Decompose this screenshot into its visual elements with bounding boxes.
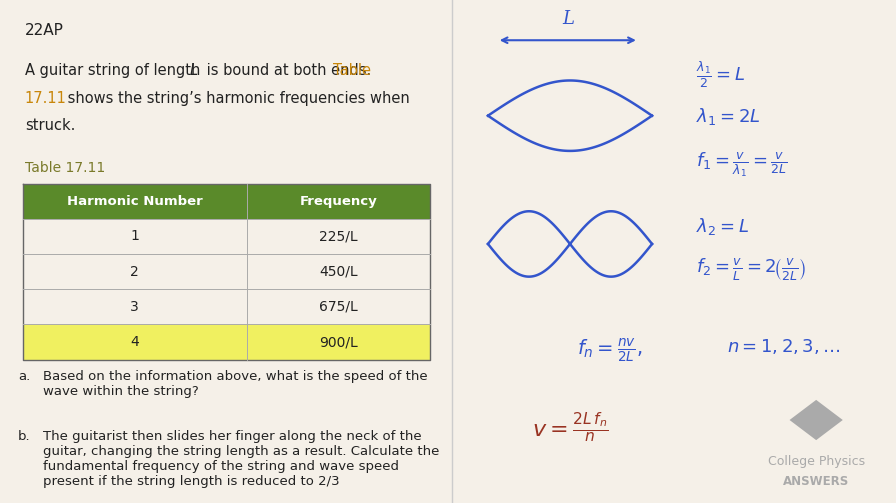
FancyBboxPatch shape: [22, 184, 430, 219]
Text: 225/L: 225/L: [319, 229, 358, 243]
Text: $\frac{\lambda_1}{2} = L$: $\frac{\lambda_1}{2} = L$: [696, 60, 745, 92]
Text: is bound at both ends.: is bound at both ends.: [202, 63, 376, 78]
FancyBboxPatch shape: [22, 219, 430, 254]
Polygon shape: [789, 400, 843, 440]
Text: $f_1 = \frac{v}{\lambda_1} = \frac{v}{2L}$: $f_1 = \frac{v}{\lambda_1} = \frac{v}{2L…: [696, 151, 788, 180]
Text: Table 17.11: Table 17.11: [25, 161, 105, 175]
Text: Table: Table: [332, 63, 371, 78]
Text: College Physics: College Physics: [768, 455, 865, 468]
Text: b.: b.: [18, 430, 30, 443]
Text: Harmonic Number: Harmonic Number: [66, 195, 202, 208]
Text: 2: 2: [130, 265, 139, 279]
Text: 4: 4: [130, 335, 139, 349]
Text: 450/L: 450/L: [319, 265, 358, 279]
Text: Frequency: Frequency: [299, 195, 377, 208]
Text: L: L: [190, 63, 198, 78]
Text: shows the string’s harmonic frequencies when: shows the string’s harmonic frequencies …: [64, 91, 410, 106]
Text: 900/L: 900/L: [319, 335, 358, 349]
Text: $n = 1, 2, 3, \ldots$: $n = 1, 2, 3, \ldots$: [728, 337, 841, 356]
Text: struck.: struck.: [25, 118, 75, 133]
Text: 22AP: 22AP: [25, 23, 64, 38]
Text: Based on the information above, what is the speed of the
wave within the string?: Based on the information above, what is …: [43, 370, 427, 398]
Text: 3: 3: [130, 300, 139, 314]
FancyBboxPatch shape: [22, 324, 430, 360]
FancyBboxPatch shape: [22, 289, 430, 324]
Text: $\lambda_2 = L$: $\lambda_2 = L$: [696, 216, 749, 237]
Text: A guitar string of length: A guitar string of length: [25, 63, 205, 78]
Text: L: L: [562, 10, 573, 28]
Text: 1: 1: [130, 229, 139, 243]
Text: $v = \frac{2L\, f_n}{n}$: $v = \frac{2L\, f_n}{n}$: [532, 410, 608, 445]
Text: $f_2 = \frac{v}{L} = 2\!\left(\frac{v}{2L}\right)$: $f_2 = \frac{v}{L} = 2\!\left(\frac{v}{2…: [696, 257, 806, 283]
Text: $f_n = \frac{nv}{2L},$: $f_n = \frac{nv}{2L},$: [577, 337, 642, 365]
Text: a.: a.: [18, 370, 30, 383]
Text: 17.11: 17.11: [25, 91, 67, 106]
Text: 675/L: 675/L: [319, 300, 358, 314]
FancyBboxPatch shape: [22, 254, 430, 289]
Text: ANSWERS: ANSWERS: [783, 475, 849, 488]
Text: $\lambda_1 = 2L$: $\lambda_1 = 2L$: [696, 106, 761, 127]
Text: The guitarist then slides her finger along the neck of the
guitar, changing the : The guitarist then slides her finger alo…: [43, 430, 439, 488]
